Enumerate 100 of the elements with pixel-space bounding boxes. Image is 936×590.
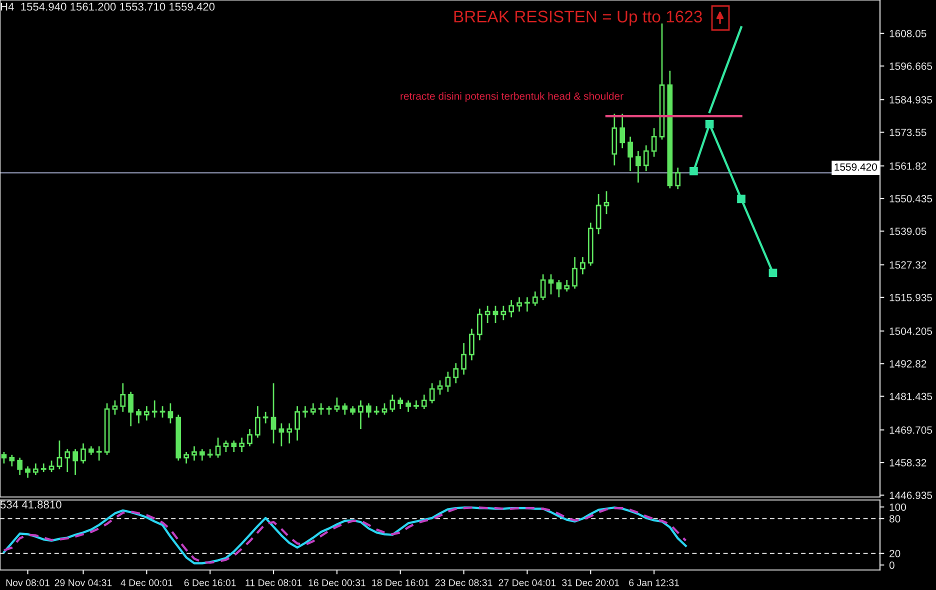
- x-tick-label: 29 Nov 04:31: [54, 579, 112, 586]
- candlestick: [651, 127, 657, 158]
- candlestick: [1, 451, 7, 464]
- candlestick: [334, 396, 340, 413]
- candlestick: [286, 422, 292, 444]
- candlestick: [199, 448, 205, 462]
- candlestick: [628, 136, 633, 172]
- candlestick: [160, 405, 166, 418]
- y-tick-label: 1596.665: [890, 62, 932, 70]
- candlestick: [184, 451, 189, 464]
- y-tick-label: 80: [889, 515, 900, 522]
- candlestick: [476, 308, 482, 341]
- candlestick: [445, 371, 451, 393]
- candlestick: [390, 394, 396, 413]
- x-tick-label: 6 Jan 12:31: [629, 579, 679, 586]
- point: [705, 120, 714, 128]
- candlestick: [25, 466, 30, 478]
- candlestick: [524, 296, 530, 312]
- candlestick: [80, 442, 86, 464]
- candlestick: [302, 405, 308, 418]
- candlestick: [64, 448, 70, 473]
- candlestick: [17, 457, 22, 476]
- candlestick: [9, 454, 15, 468]
- candlestick: [532, 290, 538, 307]
- candlestick: [461, 342, 466, 376]
- candlestick: [484, 305, 490, 324]
- candlestick: [270, 382, 276, 444]
- y-tick-label: 1584.935: [890, 96, 932, 104]
- candlestick: [406, 400, 411, 413]
- candlestick: [500, 305, 506, 321]
- y-tick-label: 0: [889, 562, 894, 569]
- ref-line-label: 1559.420: [834, 163, 877, 171]
- x-tick-label: 31 Dec 20:01: [562, 579, 620, 586]
- candlestick: [136, 408, 142, 424]
- candlestick: [580, 256, 586, 275]
- point: [737, 194, 746, 204]
- candlestick: [548, 274, 554, 296]
- candlestick: [231, 440, 237, 453]
- candlestick: [247, 428, 252, 447]
- candlestick: [168, 402, 174, 424]
- x-tick-label: 16 Dec 00:31: [308, 579, 366, 586]
- y-tick-label: 1515.935: [890, 294, 932, 302]
- candlestick: [643, 144, 649, 172]
- y-tick-label: 1492.82: [890, 360, 926, 368]
- candlestick: [437, 380, 443, 396]
- y-tick-label: 20: [890, 550, 900, 558]
- chart-title: 534 41.8810: [0, 500, 62, 509]
- candlestick: [382, 402, 388, 416]
- x-tick-label: 11 Dec 08:01: [246, 579, 302, 586]
- candlestick: [421, 394, 427, 410]
- candlestick: [144, 405, 150, 422]
- candlestick: [112, 400, 118, 416]
- y-tick-label: 1573.55: [890, 128, 926, 136]
- point: [768, 268, 778, 278]
- candlestick: [310, 402, 316, 416]
- candlestick: [620, 113, 626, 149]
- y-tick-label: 1608.05: [890, 30, 926, 38]
- y-tick-label: 1481.435: [890, 392, 932, 400]
- candlestick: [564, 279, 570, 292]
- candlestick: [262, 411, 268, 424]
- y-tick-label: 1458.32: [890, 459, 926, 466]
- y-tick-label: 1446.935: [890, 492, 932, 500]
- candlestick: [429, 382, 435, 404]
- candlestick: [33, 462, 38, 476]
- candlestick: [223, 440, 229, 453]
- candlestick: [152, 400, 158, 418]
- candlestick: [128, 391, 134, 427]
- candlestick: [318, 402, 324, 416]
- candlestick: [604, 190, 610, 215]
- candlestick: [120, 382, 126, 413]
- candlestick: [72, 448, 78, 476]
- candlestick: [254, 405, 260, 438]
- x-tick-label: 23 Dec 08:31: [435, 579, 492, 586]
- candlestick: [492, 305, 498, 324]
- y-tick-label: 100: [890, 503, 906, 511]
- candlestick: [56, 440, 62, 470]
- y-tick-label: 1550.435: [890, 195, 932, 202]
- candlestick: [96, 446, 102, 462]
- candlestick: [48, 460, 54, 473]
- candlestick: [239, 436, 244, 453]
- candlestick: [636, 150, 641, 184]
- candlestick: [398, 396, 404, 410]
- candlestick: [366, 402, 372, 418]
- candlestick: [469, 328, 474, 361]
- x-tick-label: 27 Dec 04:01: [498, 579, 556, 586]
- candlestick: [342, 402, 348, 416]
- candlestick: [294, 405, 300, 442]
- x-tick-label: 4 Dec 00:01: [120, 579, 172, 586]
- candlestick: [540, 274, 546, 301]
- candlestick: [516, 296, 522, 312]
- candlestick: [453, 362, 459, 384]
- y-tick-label: 1539.05: [890, 228, 926, 236]
- y-tick-label: 1561.82: [890, 162, 926, 170]
- x-tick-label: Nov 08:01: [6, 579, 50, 586]
- y-tick-label: 1469.705: [890, 426, 932, 434]
- candlestick: [508, 299, 514, 318]
- candlestick: [215, 436, 221, 458]
- x-tick-label: 18 Dec 16:01: [372, 579, 429, 586]
- candlestick: [572, 256, 578, 290]
- annotation: retracte disini potensi terbentuk head & shoulder: [400, 92, 624, 102]
